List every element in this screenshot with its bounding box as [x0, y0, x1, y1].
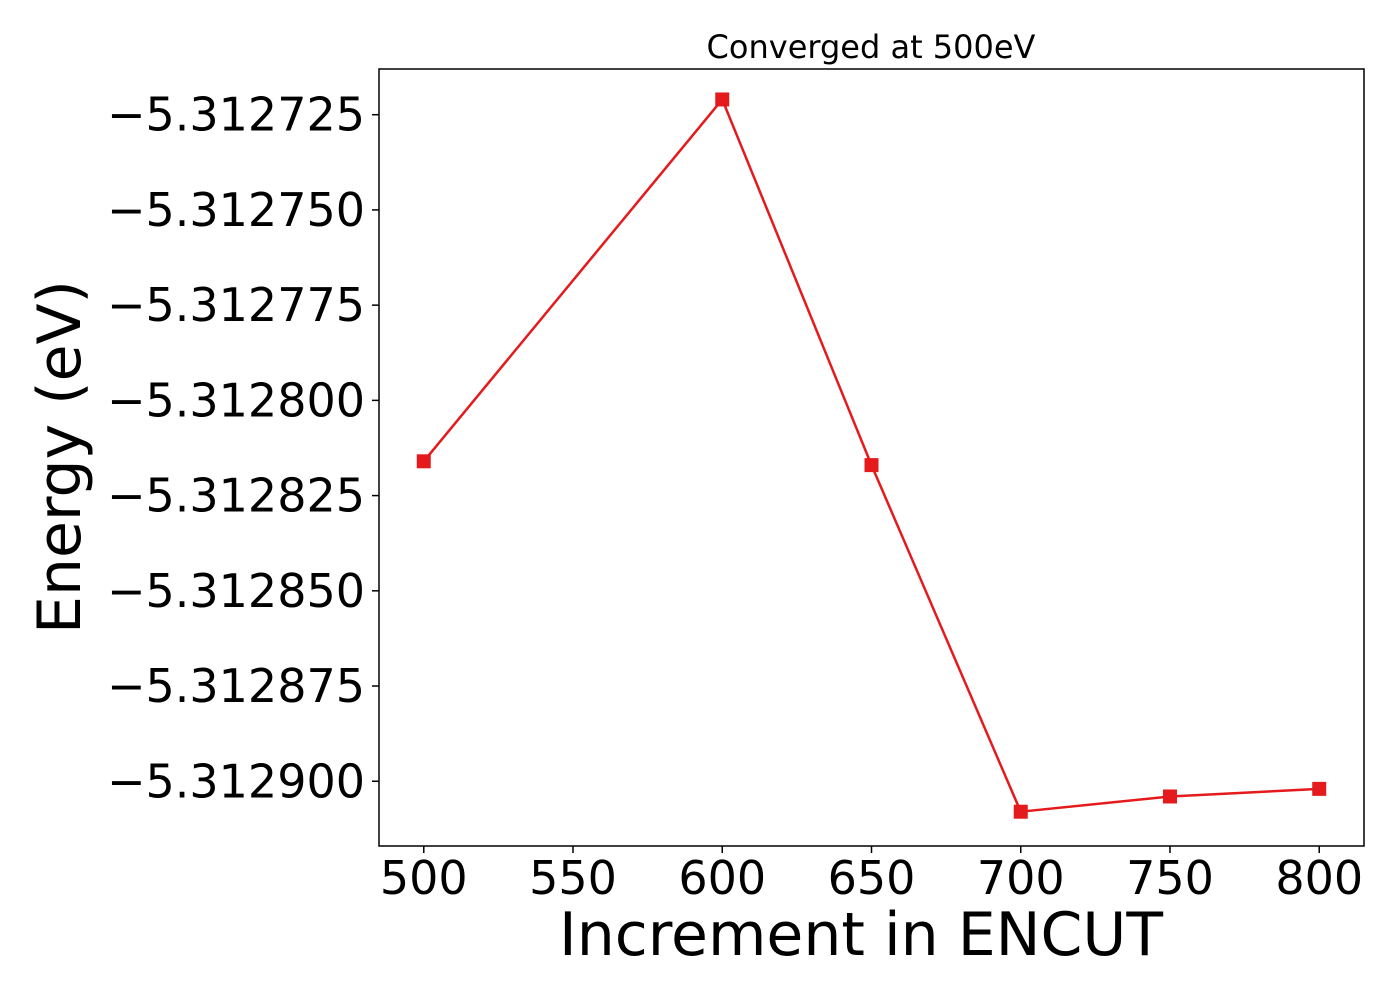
data-point-marker — [416, 454, 431, 469]
x-tick-label: 500 — [380, 851, 468, 905]
series-line — [422, 97, 1320, 814]
x-axis: 500 550 600 650 700 750 800 — [380, 846, 1363, 905]
y-axis: −5.312900 −5.312875 −5.312850 −5.312825 −5.3… — [107, 88, 379, 808]
y-tick-label: −5.312800 — [107, 373, 365, 427]
y-tick-label: −5.312725 — [107, 88, 365, 142]
plot-frame — [378, 68, 1365, 847]
x-tick-label: 700 — [977, 851, 1065, 905]
data-point-marker — [1162, 789, 1177, 804]
data-point-marker — [1312, 781, 1327, 796]
y-tick-label: −5.312750 — [107, 183, 365, 237]
y-tick-label: −5.312775 — [107, 278, 365, 332]
x-axis-title: Increment in ENCUT — [559, 900, 1163, 970]
data-point-marker — [715, 92, 730, 107]
y-axis-title: Energy (eV) — [25, 280, 95, 634]
y-tick-label: −5.312850 — [107, 564, 365, 618]
data-point-marker — [1013, 804, 1028, 819]
x-tick-label: 750 — [1126, 851, 1214, 905]
data-point-marker — [864, 458, 879, 473]
x-tick-label: 650 — [828, 851, 916, 905]
x-tick-label: 800 — [1275, 851, 1363, 905]
x-tick-label: 550 — [529, 851, 617, 905]
chart-title: Converged at 500eV — [707, 28, 1036, 66]
plot-area — [416, 92, 1327, 819]
y-tick-label: −5.312900 — [107, 754, 365, 808]
x-tick-label: 600 — [678, 851, 766, 905]
y-tick-label: −5.312875 — [107, 659, 365, 713]
y-tick-label: −5.312825 — [107, 469, 365, 523]
